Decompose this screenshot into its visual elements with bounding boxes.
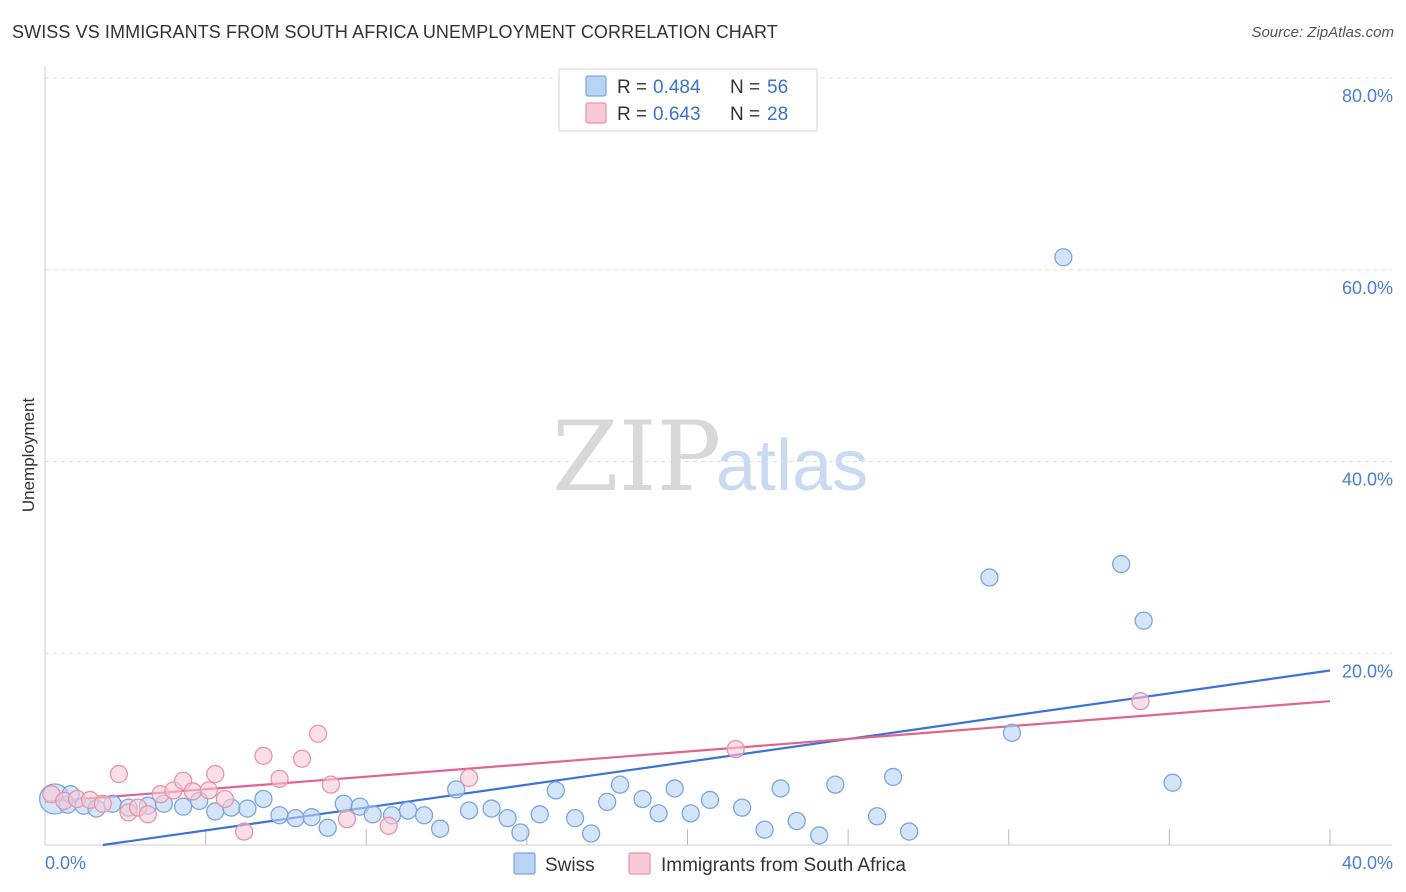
immigrants-point [215,789,235,809]
swiss-point [755,820,774,839]
watermark: ZIP atlas [552,401,868,513]
swiss-point [511,823,530,842]
swiss-point [883,767,903,787]
source-label: Source: ZipAtlas.com [1251,24,1394,41]
immigrants-points [42,692,1150,841]
swiss-point [363,805,382,824]
immigrants-point [308,724,328,743]
swiss-point [810,826,829,845]
swiss-point [1054,248,1073,267]
swiss-point [1112,554,1131,574]
y-tick-label: 20.0% [1342,661,1393,681]
immigrants-r-label: R = [617,104,647,125]
swiss-point [565,809,585,828]
swiss-point [318,818,337,837]
immigrants-point [138,805,157,824]
swiss-legend-swatch [585,75,607,97]
immigrants-point [235,822,254,841]
swiss-point [459,801,479,820]
swiss-point [900,822,919,841]
gridlines [45,77,1392,654]
immigrants-series-swatch [628,852,651,875]
y-tick-label: 80.0% [1342,86,1393,106]
swiss-point [430,819,450,838]
immigrants-point [321,775,341,794]
swiss-point [173,797,193,816]
immigrants-r-value: 0.643 [653,104,701,125]
swiss-n-label: N = [730,77,760,98]
immigrants-point [206,764,225,784]
immigrants-series-label: Immigrants from South Africa [661,855,906,876]
x-tick-label: 40.0% [1342,853,1393,873]
immigrants-point [183,782,202,801]
immigrants-point [379,816,398,835]
immigrants-point [93,794,112,813]
swiss-point [700,790,720,810]
immigrants-point [270,769,289,788]
immigrants-n-value: 28 [767,104,788,125]
data-points [38,248,1182,845]
swiss-n-value: 56 [767,77,788,98]
swiss-point [414,806,434,825]
watermark-atlas: atlas [716,426,868,506]
swiss-point [286,809,305,828]
swiss-point [447,780,466,799]
swiss-point [681,804,700,823]
y-axis-label: Unemployment [19,398,38,513]
swiss-point [498,809,517,828]
swiss-point [826,775,845,794]
swiss-point [1163,773,1182,792]
y-tick-label: 60.0% [1342,278,1393,298]
y-tick-label: 40.0% [1342,470,1393,490]
swiss-point [1002,723,1022,742]
swiss-point [398,801,418,820]
swiss-point [238,799,257,818]
swiss-series-label: Swiss [545,855,595,876]
swiss-points [38,248,1182,845]
swiss-r-label: R = [617,77,647,98]
swiss-point [530,805,549,824]
immigrants-point [1131,692,1150,711]
immigrants-point [199,781,218,800]
swiss-point [546,781,565,800]
immigrants-n-label: N = [730,104,760,125]
watermark-zip: ZIP [552,401,721,513]
immigrants-point [726,739,745,759]
series-legend: Swiss Immigrants from South Africa [513,852,906,876]
immigrants-point [109,764,129,784]
swiss-point [867,807,887,826]
swiss-point [665,779,684,798]
swiss-point [302,808,321,827]
swiss-point [732,798,752,817]
swiss-r-value: 0.484 [653,77,701,98]
swiss-point [980,568,999,587]
immigrants-point [292,749,312,768]
swiss-point [270,806,289,825]
immigrants-point [459,768,479,788]
chart-title: SWISS VS IMMIGRANTS FROM SOUTH AFRICA UN… [12,22,778,42]
swiss-point [1134,611,1153,630]
immigrants-point [254,746,273,765]
swiss-point [482,799,501,818]
swiss-series-swatch [513,852,536,875]
swiss-point [581,824,601,843]
immigrants-trend-line [44,700,1331,803]
immigrants-point [337,809,357,829]
axes [44,66,1392,846]
swiss-point [610,775,630,794]
swiss-point [254,789,273,809]
x-tick-label: 0.0% [45,853,86,873]
swiss-point [787,811,806,831]
stats-legend: R = 0.484 N = 56 R = 0.643 N = 28 [558,68,818,132]
swiss-point [649,804,668,823]
swiss-point [633,789,652,809]
immigrants-legend-swatch [585,102,607,124]
swiss-point [598,792,617,812]
tick-labels: 20.0% 40.0% 60.0% 80.0% 0.0% 40.0% [45,86,1393,873]
swiss-point [771,779,790,798]
swiss-point [334,794,353,813]
